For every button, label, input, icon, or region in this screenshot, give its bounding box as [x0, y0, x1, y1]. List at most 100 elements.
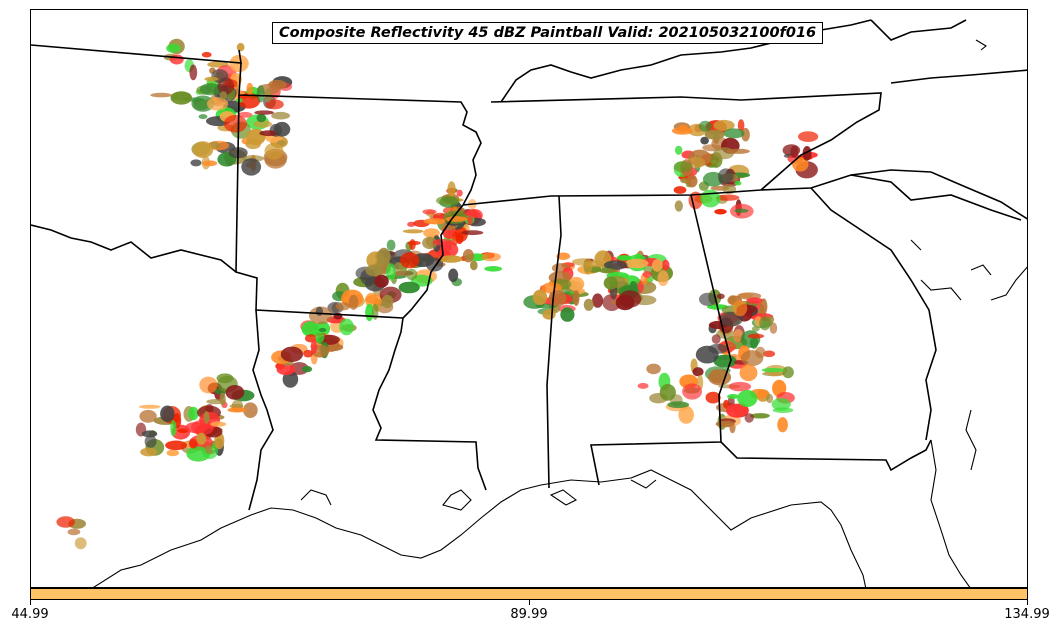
reflectivity-blob — [237, 93, 261, 109]
reflectivity-blob — [201, 51, 212, 58]
reflectivity-blob — [542, 309, 556, 320]
reflectivity-blob — [728, 381, 752, 392]
reflectivity-blob — [637, 382, 649, 389]
reflectivity-blob — [264, 142, 284, 160]
reflectivity-blob — [732, 300, 748, 317]
reflectivity-blob — [705, 391, 721, 404]
reflectivity-blob — [726, 403, 749, 418]
reflectivity-blob — [138, 404, 161, 409]
reflectivity-blob — [339, 318, 354, 336]
reflectivity-blob — [280, 346, 303, 362]
reflectivity-blob — [661, 259, 670, 271]
reflectivity-blob — [202, 160, 218, 167]
reflectivity-blob — [399, 252, 420, 269]
reflectivity-blob — [737, 119, 745, 132]
reflectivity-blob — [598, 267, 616, 274]
reflectivity-blob — [651, 259, 663, 272]
reflectivity-blob — [739, 364, 758, 382]
reflectivity-blob — [675, 145, 683, 155]
reflectivity-blob — [374, 274, 389, 288]
reflectivity-blob — [698, 120, 712, 132]
reflectivity-blob — [777, 417, 788, 433]
reflectivity-blob — [667, 401, 690, 409]
reflectivity-blob — [422, 209, 437, 215]
reflectivity-blob — [166, 43, 181, 53]
reflectivity-blob — [592, 293, 604, 308]
reflectivity-blob — [402, 229, 424, 234]
reflectivity-blob — [749, 337, 759, 349]
reflectivity-blob — [583, 260, 605, 268]
reflectivity-blob — [716, 293, 725, 300]
reflectivity-blob — [144, 435, 157, 448]
reflectivity-blob — [532, 289, 548, 305]
reflectivity-blob — [456, 189, 463, 197]
basemap — [31, 19, 1027, 587]
reflectivity-blob — [761, 367, 785, 373]
reflectivity-blob — [169, 54, 184, 65]
reflectivity-blob — [189, 64, 198, 81]
reflectivity-blob — [241, 158, 262, 176]
reflectivity-blob — [199, 83, 222, 96]
reflectivity-blob — [642, 271, 653, 278]
reflectivity-blob — [259, 130, 279, 137]
reflectivity-blob — [245, 138, 261, 150]
reflectivity-blob — [386, 239, 396, 251]
reflectivity-blob — [256, 85, 265, 103]
reflectivity-blob — [708, 369, 732, 386]
reflectivity-blob — [210, 421, 227, 427]
reflectivity-blob — [170, 420, 177, 437]
reflectivity-blob — [177, 428, 189, 434]
reflectivity-blob — [190, 159, 202, 167]
reflectivity-blob — [762, 350, 776, 358]
reflectivity-blob — [204, 76, 219, 82]
reflectivity-blob — [423, 218, 447, 225]
reflectivity-blob — [223, 115, 247, 133]
reflectivity-blob — [448, 268, 459, 283]
reflectivity-blob — [165, 440, 188, 451]
reflectivity-blob — [236, 43, 245, 52]
reflectivity-blob — [335, 302, 351, 311]
reflectivity-blob — [782, 366, 794, 379]
reflectivity-blob — [616, 255, 633, 261]
reflectivity-blob — [744, 413, 754, 423]
reflectivity-blob — [604, 260, 628, 270]
reflectivity-blob — [484, 266, 503, 272]
reflectivity-blob — [700, 136, 709, 145]
reflectivity-blob — [723, 128, 745, 139]
reflectivity-blob — [170, 91, 193, 105]
reflectivity-blob — [461, 230, 484, 236]
reflectivity-blob — [243, 402, 258, 419]
reflectivity-blob — [225, 385, 245, 400]
reflectivity-blob — [246, 82, 254, 96]
reflectivity-blob — [436, 195, 460, 206]
reflectivity-blob — [659, 384, 676, 401]
reflectivity-blob — [206, 97, 229, 111]
reflectivity-blob — [254, 110, 274, 115]
map-title: Composite Reflectivity 45 dBZ Paintball … — [272, 22, 824, 44]
reflectivity-blob — [568, 276, 585, 292]
reflectivity-blob — [708, 343, 728, 354]
reflectivity-blob — [398, 281, 420, 294]
reflectivity-blob — [318, 327, 327, 333]
reflectivity-blob — [548, 290, 567, 307]
reflectivity-blob — [711, 334, 721, 344]
reflectivity-blob — [747, 333, 765, 339]
reflectivity-blob — [141, 430, 158, 438]
reflectivity-blob — [253, 120, 272, 128]
reflectivity-blob — [746, 297, 763, 304]
state-borders — [31, 19, 1027, 511]
reflectivity-blob — [723, 399, 730, 409]
reflectivity-blob — [755, 346, 766, 358]
reflectivity-blob — [771, 398, 791, 411]
reflectivity-blob — [196, 432, 207, 445]
reflectivity-blob — [766, 393, 774, 404]
reflectivity-blob — [199, 376, 218, 394]
reflectivity-blob — [445, 216, 468, 222]
reflectivity-blob — [67, 528, 81, 536]
colorbar-tick-min — [30, 600, 31, 605]
reflectivity-blob — [462, 249, 474, 263]
reflectivity-blob — [481, 252, 501, 262]
reflectivity-blob — [560, 307, 575, 322]
reflectivity-blob — [273, 121, 291, 137]
reflectivity-blob — [798, 131, 819, 142]
